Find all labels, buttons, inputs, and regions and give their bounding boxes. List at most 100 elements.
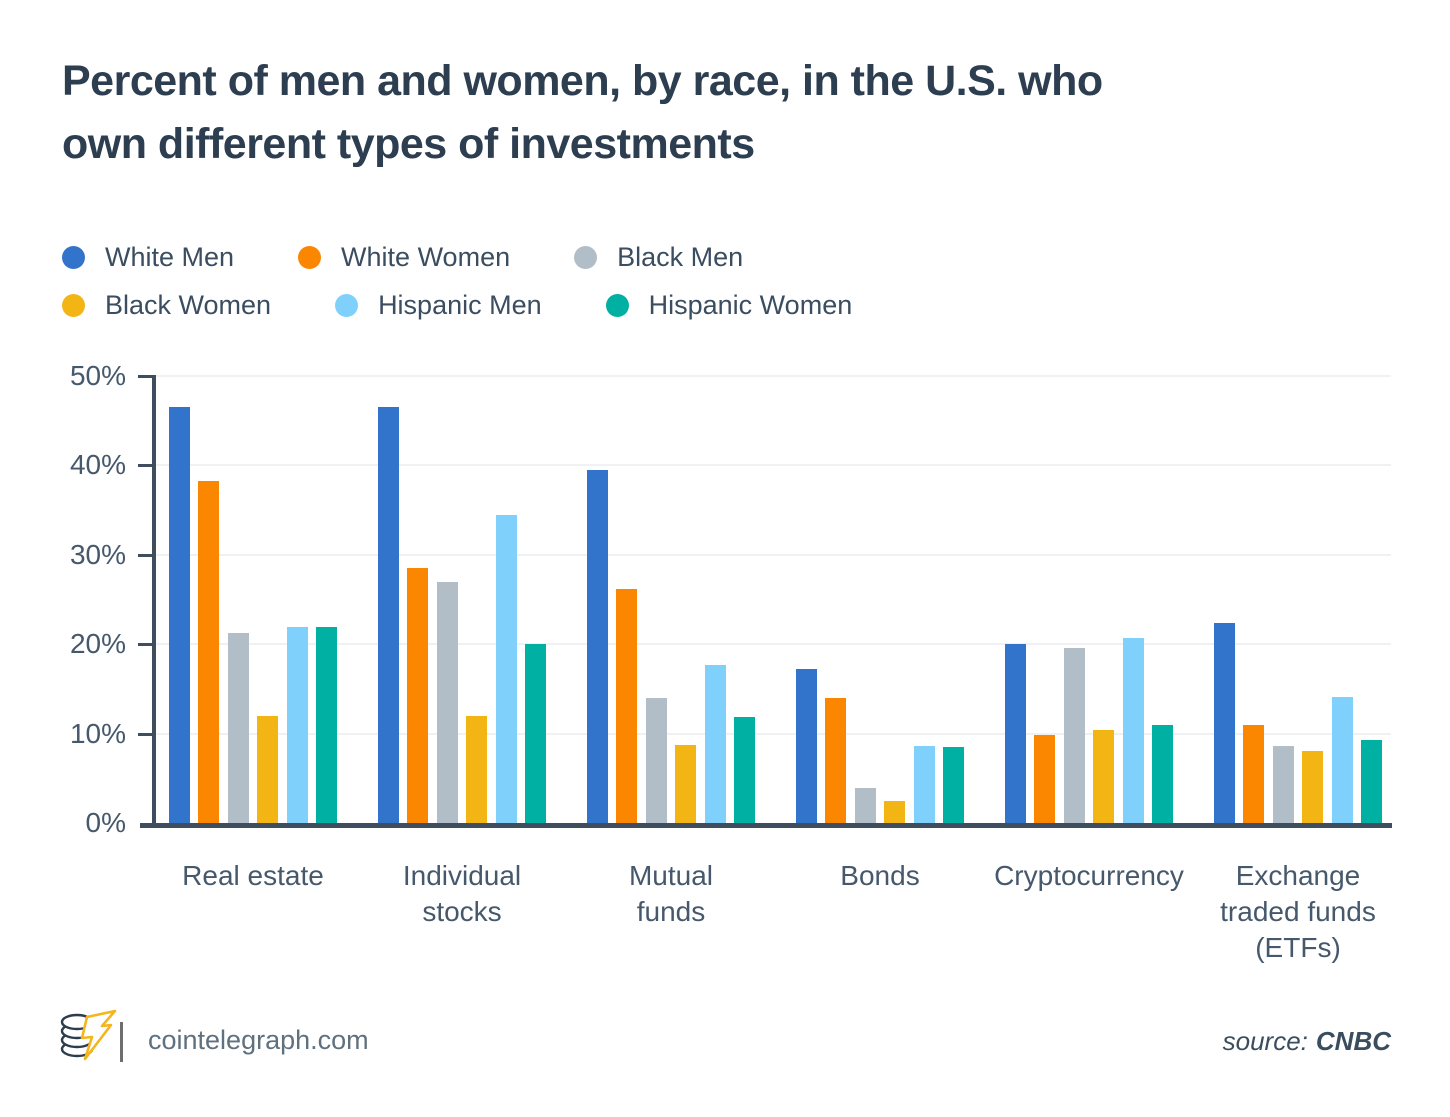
bar-black-women-cryptocurrency [1093, 730, 1115, 823]
gridline-20pct [155, 643, 1391, 646]
bar-black-women-individual-stocks [466, 715, 488, 823]
x-axis-category-label-exchange-traded-funds-etfs: Exchange traded funds (ETFs) [1188, 858, 1408, 966]
bar-hispanic-women-mutual-funds [734, 716, 755, 823]
legend-item-white-women: White Women [298, 242, 510, 273]
bar-black-women-bonds [884, 800, 906, 823]
x-axis-label-line: Individual [402, 860, 522, 891]
x-axis-label-line: stocks [422, 896, 502, 927]
y-axis-tick-label-50: 50% [69, 360, 126, 391]
bar-hispanic-women-bonds [943, 747, 964, 823]
bar-black-women-mutual-funds [675, 745, 697, 823]
bar-white-men-mutual-funds [587, 469, 608, 823]
source-label: source: [1222, 1026, 1308, 1056]
legend-swatch-icon [574, 246, 598, 269]
bar-black-men-cryptocurrency [1063, 647, 1085, 823]
bar-white-men-bonds [796, 669, 817, 823]
bar-white-men-individual-stocks [378, 407, 399, 823]
bar-hispanic-women-individual-stocks [525, 644, 546, 823]
bar-hispanic-men-individual-stocks [495, 514, 517, 823]
y-axis-tick-mark [138, 643, 153, 647]
x-axis-label-line: (ETFs) [1255, 932, 1341, 963]
legend-item-hispanic-men: Hispanic Men [335, 290, 542, 321]
bar-white-women-cryptocurrency [1034, 735, 1056, 823]
legend-item-black-women: Black Women [62, 290, 271, 321]
bar-hispanic-men-real-estate [286, 627, 308, 823]
bar-white-women-exchange-traded-funds-etfs [1243, 724, 1265, 823]
legend: White Men White Women Black Men Black Women… [62, 242, 852, 321]
gridline-30pct [155, 553, 1391, 556]
bar-white-women-individual-stocks [407, 568, 429, 823]
y-axis-tick-mark [138, 732, 153, 736]
y-axis-tick-label-0: 0% [85, 807, 126, 838]
bar-black-men-real-estate [227, 632, 249, 823]
bar-white-men-cryptocurrency [1005, 644, 1026, 823]
legend-row-2: Black Women Hispanic Men Hispanic Women [62, 290, 852, 321]
legend-label: Hispanic Women [648, 290, 853, 320]
source-value: CNBC [1315, 1026, 1391, 1056]
bar-hispanic-men-bonds [913, 746, 935, 823]
x-axis-category-label-individual-stocks: Individual stocks [352, 858, 572, 930]
bar-black-women-real-estate [257, 715, 279, 823]
y-axis-tick-label-40: 40% [69, 449, 126, 481]
y-axis-tick-label-20: 20% [69, 628, 126, 660]
legend-label: Black Men [617, 242, 744, 272]
chart-title: Percent of men and women, by race, in th… [62, 50, 1382, 176]
legend-row-1: White Men White Women Black Men [62, 242, 852, 273]
chart-title-line-1: Percent of men and women, by race, in th… [62, 57, 1103, 105]
bar-black-women-exchange-traded-funds-etfs [1302, 750, 1324, 823]
x-axis-label-line: Exchange [1235, 860, 1361, 891]
x-axis-label-line: traded funds [1220, 896, 1376, 927]
x-axis-label-line: funds [636, 896, 706, 927]
y-axis-tick-label-10: 10% [69, 717, 126, 749]
footer-source: source: CNBC [1223, 1026, 1391, 1057]
x-axis-category-label-real-estate: Real estate [143, 858, 363, 894]
legend-label: Black Women [105, 290, 272, 320]
legend-swatch-icon [335, 294, 359, 317]
bar-white-men-exchange-traded-funds-etfs [1214, 622, 1235, 823]
legend-item-white-men: White Men [62, 242, 234, 273]
bar-hispanic-men-exchange-traded-funds-etfs [1331, 696, 1353, 823]
y-axis-tick-mark [138, 375, 153, 378]
bar-white-women-mutual-funds [616, 588, 638, 823]
x-axis-category-label-mutual-funds: Mutual funds [561, 858, 781, 930]
bar-black-men-mutual-funds [645, 697, 667, 823]
x-axis-category-label-bonds: Bonds [770, 858, 990, 894]
legend-label: White Men [105, 242, 235, 272]
legend-swatch-icon [62, 294, 85, 317]
footer-divider [120, 1022, 123, 1062]
bar-hispanic-men-mutual-funds [704, 664, 726, 823]
gridline-10pct [155, 732, 1391, 735]
bar-hispanic-women-cryptocurrency [1152, 724, 1173, 823]
cointelegraph-logo-icon [60, 1009, 117, 1061]
y-axis-tick-mark [138, 553, 153, 557]
legend-item-black-men: Black Men [574, 242, 743, 273]
bar-black-men-bonds [854, 788, 876, 823]
bar-hispanic-women-real-estate [316, 627, 337, 823]
plot-area [138, 375, 1392, 828]
bar-hispanic-men-cryptocurrency [1122, 637, 1144, 823]
chart-title-line-2: own different types of investments [62, 120, 755, 168]
y-axis-tick-mark [138, 464, 153, 468]
gridline-40pct [155, 464, 1391, 467]
legend-label: White Women [341, 242, 511, 272]
legend-swatch-icon [62, 246, 85, 269]
bar-white-women-real-estate [198, 481, 220, 823]
legend-label: Hispanic Men [378, 290, 542, 320]
bar-black-men-individual-stocks [436, 581, 458, 823]
x-axis-line [140, 823, 1392, 828]
x-axis-label-line: Cryptocurrency [994, 860, 1184, 891]
y-axis-tick-label-30: 30% [69, 538, 126, 570]
lightning-bolt-icon [80, 1009, 117, 1061]
gridline-50pct [155, 375, 1391, 377]
legend-swatch-icon [605, 294, 629, 317]
x-axis-category-label-cryptocurrency: Cryptocurrency [979, 858, 1199, 894]
x-axis-label-line: Bonds [840, 860, 920, 891]
legend-item-hispanic-women: Hispanic Women [605, 290, 853, 321]
legend-swatch-icon [298, 246, 322, 269]
bar-hispanic-women-exchange-traded-funds-etfs [1361, 739, 1382, 823]
y-axis-line [152, 375, 156, 825]
bar-white-women-bonds [825, 697, 847, 823]
bar-black-men-exchange-traded-funds-etfs [1272, 746, 1294, 823]
x-axis-label-line: Mutual [628, 860, 714, 891]
x-axis-label-line: Real estate [182, 860, 324, 891]
